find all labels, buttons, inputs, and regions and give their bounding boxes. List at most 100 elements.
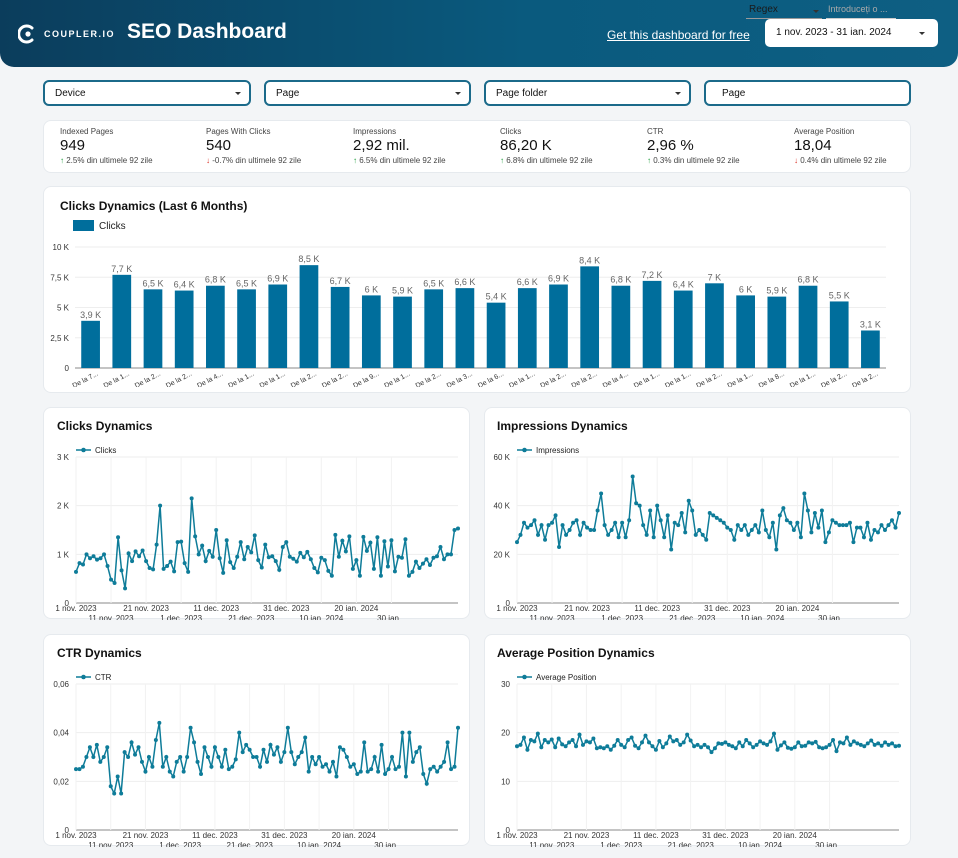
data-point: [704, 537, 709, 542]
data-point: [709, 750, 714, 755]
data-point: [390, 755, 395, 759]
chevron-down-icon: [813, 10, 819, 13]
data-point: [778, 743, 783, 748]
data-point: [626, 737, 631, 742]
bar-data-label: 7,2 K: [642, 270, 663, 280]
page-filter[interactable]: Page: [264, 80, 471, 106]
data-point: [718, 518, 723, 523]
data-point: [144, 559, 149, 564]
x-tick-label: De la 2...: [571, 371, 599, 387]
data-point: [372, 755, 377, 759]
x-tick-label: De la 2...: [851, 371, 879, 387]
x-tick-label: 31 dec. 2023: [261, 831, 308, 840]
data-point: [844, 735, 849, 740]
data-point: [179, 539, 184, 544]
x-tick-label: De la 4...: [602, 371, 630, 387]
data-point: [620, 520, 625, 525]
data-point: [175, 540, 180, 545]
page-folder-filter[interactable]: Page folder: [484, 80, 691, 106]
regex-text-input[interactable]: Introduceți o ...: [826, 4, 896, 19]
data-point: [249, 550, 254, 555]
data-point: [351, 762, 356, 767]
data-point: [365, 769, 370, 774]
y-tick-label: 40 K: [494, 502, 511, 511]
bar-data-label: 7 K: [708, 272, 722, 282]
data-point: [221, 570, 226, 575]
data-point: [543, 537, 548, 542]
data-point: [865, 520, 870, 525]
impressions-line-chart: Impressions 0 20 K 40 K 60 K 1 nov. 2023 21 no…: [494, 446, 901, 620]
bar-data-label: 8,4 K: [579, 255, 600, 265]
kpi-change: ↓ 0.4% din ultimele 92 zile: [794, 156, 887, 165]
data-point: [784, 518, 789, 523]
data-point: [358, 769, 363, 774]
data-point: [379, 742, 384, 747]
x-tick-label: 21 dec. 2023: [228, 614, 275, 620]
data-point: [875, 530, 880, 535]
data-point: [109, 577, 114, 582]
y-tick-label: 60 K: [494, 453, 511, 462]
data-point: [742, 523, 747, 528]
data-point: [431, 764, 436, 769]
bar: [330, 286, 350, 368]
data-point: [785, 745, 790, 750]
kpi-label: Clicks: [500, 127, 522, 136]
data-point: [700, 532, 705, 537]
data-point: [591, 736, 596, 741]
x-tick-label: 10 ian. 2024: [738, 841, 783, 847]
data-point: [303, 735, 308, 740]
data-point: [105, 564, 110, 569]
data-point: [330, 759, 335, 764]
data-point: [683, 530, 688, 535]
data-point: [581, 520, 586, 525]
data-point: [796, 740, 801, 745]
data-point: [210, 554, 215, 559]
data-point: [584, 739, 589, 744]
date-range-value: 1 nov. 2023 - 31 ian. 2024: [776, 27, 892, 38]
regex-mode-select[interactable]: Regex: [746, 4, 822, 19]
bar-data-label: 6,9 K: [267, 274, 288, 284]
y-tick-label: 0: [65, 364, 70, 373]
data-point: [456, 725, 460, 730]
data-point: [799, 744, 804, 749]
data-point: [525, 525, 530, 530]
data-point: [224, 538, 229, 543]
x-tick-label: De la 1...: [633, 371, 661, 387]
kpi-label: CTR: [647, 127, 664, 136]
brand-name: COUPLER.IO: [44, 29, 116, 39]
data-point: [289, 750, 294, 755]
data-point: [570, 737, 575, 742]
bar-data-label: 5,9 K: [766, 286, 787, 296]
arrow-up-icon: ↑: [500, 156, 504, 165]
data-point: [392, 569, 397, 574]
page-regex-label: Page: [722, 88, 746, 99]
data-point: [226, 767, 231, 772]
data-point: [539, 745, 544, 750]
data-point: [840, 523, 845, 528]
x-tick-label: 31 dec. 2023: [704, 604, 751, 613]
date-range-picker[interactable]: 1 nov. 2023 - 31 ian. 2024: [765, 19, 938, 47]
data-point: [195, 759, 200, 764]
data-point: [672, 520, 677, 525]
data-point: [219, 764, 224, 769]
data-point: [364, 548, 369, 553]
get-dashboard-link[interactable]: Get this dashboard for free: [607, 28, 750, 42]
device-filter[interactable]: Device: [43, 80, 251, 106]
bar: [393, 296, 412, 368]
data-point: [535, 731, 540, 736]
data-point: [306, 769, 311, 774]
data-point: [245, 545, 250, 550]
x-tick-label: 21 dec. 2023: [227, 841, 274, 847]
data-point: [386, 767, 391, 772]
x-tick-label: 30 ian...: [377, 614, 405, 620]
data-point: [823, 540, 828, 545]
data-point: [189, 496, 194, 501]
data-point: [758, 739, 763, 744]
data-point: [669, 547, 674, 552]
data-point: [282, 750, 287, 755]
bar-data-label: 6,8 K: [798, 275, 819, 285]
x-tick-label: 31 dec. 2023: [263, 604, 310, 613]
data-point: [174, 759, 179, 764]
data-point: [897, 743, 901, 748]
data-point: [711, 513, 716, 518]
